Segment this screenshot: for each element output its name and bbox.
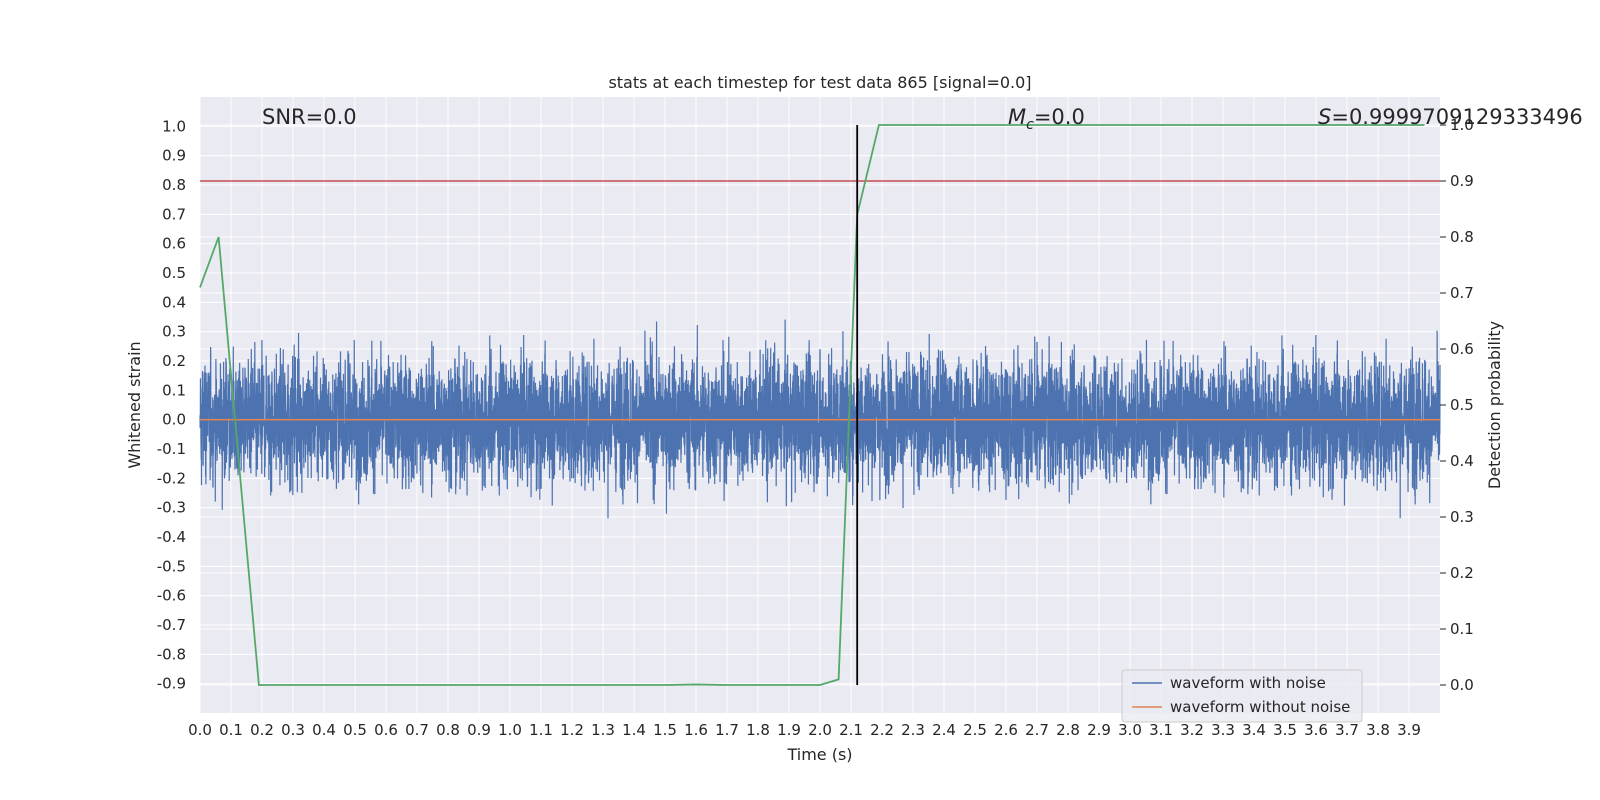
x-tick-labels: 0.0 0.1 0.2 0.3 0.4 0.5 0.6 0.7 0.8 0.9 1.0 1.1 1.2 1… bbox=[188, 721, 1421, 739]
x-tick-label: 0.8 bbox=[436, 721, 460, 739]
y2-tick-label: 1.0 bbox=[1450, 116, 1474, 134]
snr-annotation: SNR=0.0 bbox=[262, 105, 357, 129]
mc-value: =0.0 bbox=[1034, 105, 1085, 129]
y-tick-label: 0.0 bbox=[162, 411, 186, 429]
chart-title: stats at each timestep for test data 865… bbox=[608, 73, 1031, 92]
s-value: =0.9999709129333496 bbox=[1331, 105, 1582, 129]
y2-tick-label: 0.7 bbox=[1450, 284, 1474, 302]
x-tick-label: 0.3 bbox=[281, 721, 305, 739]
x-tick-label: 2.2 bbox=[870, 721, 894, 739]
x-tick-label: 1.7 bbox=[715, 721, 739, 739]
x-tick-label: 0.7 bbox=[405, 721, 429, 739]
mc-subscript: c bbox=[1026, 117, 1034, 133]
y-tick-label: 0.4 bbox=[162, 293, 186, 311]
x-tick-label: 1.9 bbox=[777, 721, 801, 739]
y2-tick-label: 0.1 bbox=[1450, 620, 1474, 638]
noise-trace bbox=[199, 319, 1441, 519]
y-axis-label: Whitened strain bbox=[125, 341, 144, 468]
x-tick-label: 3.1 bbox=[1149, 721, 1173, 739]
y2-axis-label: Detection probability bbox=[1485, 321, 1504, 489]
y-tick-label: -0.8 bbox=[157, 645, 186, 663]
x-tick-label: 1.8 bbox=[746, 721, 770, 739]
x-tick-label: 1.4 bbox=[622, 721, 646, 739]
y2-tick-label: 0.0 bbox=[1450, 676, 1474, 694]
x-tick-label: 0.0 bbox=[188, 721, 212, 739]
x-tick-label: 3.4 bbox=[1242, 721, 1266, 739]
x-tick-label: 0.4 bbox=[312, 721, 336, 739]
y2-tick-label: 0.4 bbox=[1450, 452, 1474, 470]
x-tick-label: 3.6 bbox=[1304, 721, 1328, 739]
x-tick-label: 2.1 bbox=[839, 721, 863, 739]
y-tick-label: 0.8 bbox=[162, 176, 186, 194]
x-tick-label: 3.7 bbox=[1335, 721, 1359, 739]
x-tick-label: 0.6 bbox=[374, 721, 398, 739]
y-tick-label: -0.9 bbox=[157, 675, 186, 693]
series-waveform-with-noise bbox=[199, 319, 1441, 519]
y-tick-label: 0.9 bbox=[162, 147, 186, 165]
x-tick-label: 0.2 bbox=[250, 721, 274, 739]
y-tick-label: 0.5 bbox=[162, 264, 186, 282]
y-tick-label: -0.3 bbox=[157, 499, 186, 517]
y-tick-label: -0.4 bbox=[157, 528, 186, 546]
y2-tick-label: 0.3 bbox=[1450, 508, 1474, 526]
x-tick-label: 1.0 bbox=[498, 721, 522, 739]
x-tick-label: 1.3 bbox=[591, 721, 615, 739]
x-tick-label: 0.5 bbox=[343, 721, 367, 739]
y-tick-label: 0.7 bbox=[162, 205, 186, 223]
y-tick-label: 0.3 bbox=[162, 323, 186, 341]
y-tick-label: 1.0 bbox=[162, 117, 186, 135]
legend-label-clean: waveform without noise bbox=[1170, 698, 1350, 716]
x-tick-label: 2.6 bbox=[994, 721, 1018, 739]
x-tick-label: 1.2 bbox=[560, 721, 584, 739]
x-tick-label: 3.5 bbox=[1273, 721, 1297, 739]
y-tick-label: -0.5 bbox=[157, 557, 186, 575]
mc-annotation: Mc=0.0 bbox=[1008, 105, 1085, 133]
x-tick-label: 2.0 bbox=[808, 721, 832, 739]
x-tick-label: 3.8 bbox=[1366, 721, 1390, 739]
s-symbol: S bbox=[1318, 105, 1331, 129]
x-tick-label: 1.1 bbox=[529, 721, 553, 739]
y-tick-label: 0.6 bbox=[162, 235, 186, 253]
y-tick-label: 0.2 bbox=[162, 352, 186, 370]
x-tick-label: 3.3 bbox=[1211, 721, 1235, 739]
x-tick-label: 1.6 bbox=[684, 721, 708, 739]
y-tick-label: 0.1 bbox=[162, 381, 186, 399]
x-tick-label: 1.5 bbox=[653, 721, 677, 739]
y-tick-labels: -0.9 -0.8 -0.7 -0.6 -0.5 -0.4 -0.3 -0.2 -0.1 0.0 0… bbox=[157, 117, 186, 692]
y2-tick-label: 0.8 bbox=[1450, 228, 1474, 246]
x-tick-label: 2.3 bbox=[901, 721, 925, 739]
s-annotation: S=0.9999709129333496 bbox=[1318, 105, 1583, 129]
x-tick-label: 3.2 bbox=[1180, 721, 1204, 739]
x-tick-label: 2.8 bbox=[1056, 721, 1080, 739]
y-tick-label: -0.7 bbox=[157, 616, 186, 634]
y2-tick-labels: 0.0 0.1 0.2 0.3 0.4 0.5 0.6 0.7 0.8 0.9 1.0 bbox=[1440, 116, 1474, 694]
x-tick-label: 2.9 bbox=[1087, 721, 1111, 739]
y2-tick-label: 0.5 bbox=[1450, 396, 1474, 414]
y2-tick-label: 0.9 bbox=[1450, 172, 1474, 190]
legend-label-noise: waveform with noise bbox=[1170, 674, 1326, 692]
y2-tick-label: 0.6 bbox=[1450, 340, 1474, 358]
y-tick-label: -0.1 bbox=[157, 440, 186, 458]
x-tick-label: 2.4 bbox=[932, 721, 956, 739]
x-tick-label: 0.1 bbox=[219, 721, 243, 739]
x-tick-label: 3.9 bbox=[1397, 721, 1421, 739]
y-tick-label: -0.6 bbox=[157, 587, 186, 605]
x-tick-label: 0.9 bbox=[467, 721, 491, 739]
x-tick-label: 2.7 bbox=[1025, 721, 1049, 739]
y-tick-label: -0.2 bbox=[157, 469, 186, 487]
x-axis-label: Time (s) bbox=[786, 745, 852, 764]
legend-box bbox=[1121, 669, 1363, 723]
x-tick-label: 2.5 bbox=[963, 721, 987, 739]
legend: waveform with noise waveform without noi… bbox=[1121, 669, 1363, 723]
x-tick-label: 3.0 bbox=[1118, 721, 1142, 739]
y2-tick-label: 0.2 bbox=[1450, 564, 1474, 582]
mc-symbol: M bbox=[1008, 105, 1026, 129]
